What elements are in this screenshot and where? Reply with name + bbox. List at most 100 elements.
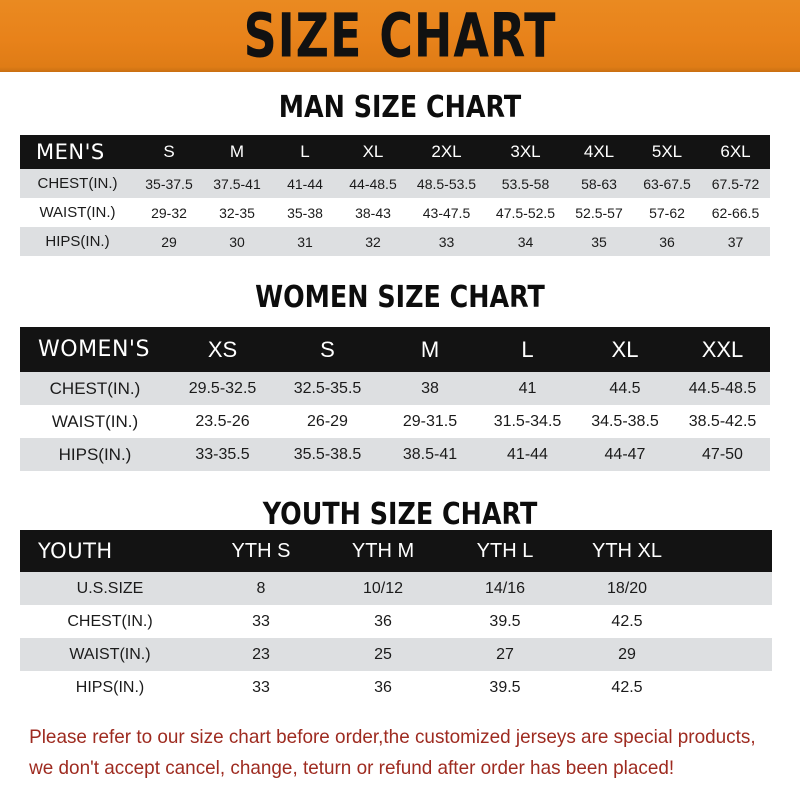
women-table-header-row: WOMEN'S XS S M L XL XXL — [20, 327, 770, 372]
youth-ussize-xl: 18/20 — [566, 572, 688, 605]
youth-row-spacer — [688, 605, 772, 638]
man-hips-5xl: 36 — [633, 227, 701, 256]
youth-waist-s: 23 — [200, 638, 322, 671]
women-section-title: WOMEN SIZE CHART — [255, 280, 545, 315]
man-chest-s: 35-37.5 — [135, 169, 203, 198]
women-waist-s: 26-29 — [275, 405, 380, 438]
women-size-col-s: S — [275, 327, 380, 372]
footer-line-2: we don't accept cancel, change, teturn o… — [29, 757, 675, 779]
youth-size-section: YOUTH SIZE CHART YOUTH YTH S YTH M YTH L… — [0, 497, 800, 704]
women-chest-m: 38 — [380, 372, 480, 405]
women-chest-xxl: 44.5-48.5 — [675, 372, 770, 405]
youth-hips-s: 33 — [200, 671, 322, 704]
women-waist-xl: 34.5-38.5 — [575, 405, 675, 438]
man-size-col-6xl: 6XL — [701, 135, 770, 169]
man-row-label-hips: HIPS(IN.) — [20, 227, 135, 256]
man-row-label-waist: WAIST(IN.) — [20, 198, 135, 227]
youth-hips-l: 39.5 — [444, 671, 566, 704]
women-size-col-xxl: XXL — [675, 327, 770, 372]
table-row: HIPS(IN.) 33 36 39.5 42.5 — [20, 671, 772, 704]
man-chest-l: 41-44 — [271, 169, 339, 198]
man-waist-3xl: 47.5-52.5 — [486, 198, 565, 227]
women-waist-xs: 23.5-26 — [170, 405, 275, 438]
footer-disclaimer: Please refer to our size chart before or… — [0, 722, 776, 784]
man-chest-4xl: 58-63 — [565, 169, 633, 198]
man-chest-xl: 44-48.5 — [339, 169, 407, 198]
man-hips-m: 30 — [203, 227, 271, 256]
women-chest-xs: 29.5-32.5 — [170, 372, 275, 405]
youth-table-header-row: YOUTH YTH S YTH M YTH L YTH XL — [20, 530, 772, 572]
man-chest-2xl: 48.5-53.5 — [407, 169, 486, 198]
women-hips-xs: 33-35.5 — [170, 438, 275, 471]
youth-waist-l: 27 — [444, 638, 566, 671]
man-waist-l: 35-38 — [271, 198, 339, 227]
women-size-col-m: M — [380, 327, 480, 372]
man-section-title: MAN SIZE CHART — [278, 90, 522, 125]
youth-section-title: YOUTH SIZE CHART — [262, 497, 538, 532]
women-chest-s: 32.5-35.5 — [275, 372, 380, 405]
man-waist-4xl: 52.5-57 — [565, 198, 633, 227]
header-banner: SIZE CHART — [0, 0, 800, 72]
youth-header-spacer — [688, 530, 772, 572]
women-row-label-chest: CHEST(IN.) — [20, 372, 170, 405]
man-table-header-row: MEN'S S M L XL 2XL 3XL 4XL 5XL 6XL — [20, 135, 770, 169]
women-hips-xl: 44-47 — [575, 438, 675, 471]
man-chest-6xl: 67.5-72 — [701, 169, 770, 198]
table-row: U.S.SIZE 8 10/12 14/16 18/20 — [20, 572, 772, 605]
women-chest-xl: 44.5 — [575, 372, 675, 405]
man-waist-m: 32-35 — [203, 198, 271, 227]
women-waist-m: 29-31.5 — [380, 405, 480, 438]
women-waist-l: 31.5-34.5 — [480, 405, 575, 438]
youth-row-label-ussize: U.S.SIZE — [20, 572, 200, 605]
man-chest-5xl: 63-67.5 — [633, 169, 701, 198]
man-size-col-4xl: 4XL — [565, 135, 633, 169]
youth-ussize-l: 14/16 — [444, 572, 566, 605]
man-hips-s: 29 — [135, 227, 203, 256]
youth-ussize-m: 10/12 — [322, 572, 444, 605]
man-hips-l: 31 — [271, 227, 339, 256]
table-row: WAIST(IN.) 29-32 32-35 35-38 38-43 43-47… — [20, 198, 770, 227]
women-size-col-xl: XL — [575, 327, 675, 372]
table-row: WAIST(IN.) 23.5-26 26-29 29-31.5 31.5-34… — [20, 405, 770, 438]
youth-row-label-chest: CHEST(IN.) — [20, 605, 200, 638]
youth-size-col-xl: YTH XL — [566, 530, 688, 572]
youth-row-label-hips: HIPS(IN.) — [20, 671, 200, 704]
women-hips-xxl: 47-50 — [675, 438, 770, 471]
youth-chest-l: 39.5 — [444, 605, 566, 638]
man-waist-xl: 38-43 — [339, 198, 407, 227]
women-row-label-waist: WAIST(IN.) — [20, 405, 170, 438]
man-hips-4xl: 35 — [565, 227, 633, 256]
table-row: HIPS(IN.) 29 30 31 32 33 34 35 36 37 — [20, 227, 770, 256]
table-row: CHEST(IN.) 33 36 39.5 42.5 — [20, 605, 772, 638]
man-size-col-2xl: 2XL — [407, 135, 486, 169]
women-hips-l: 41-44 — [480, 438, 575, 471]
page-title: SIZE CHART — [243, 0, 557, 72]
women-size-col-l: L — [480, 327, 575, 372]
man-size-col-5xl: 5XL — [633, 135, 701, 169]
man-waist-5xl: 57-62 — [633, 198, 701, 227]
man-waist-2xl: 43-47.5 — [407, 198, 486, 227]
youth-row-spacer — [688, 572, 772, 605]
youth-size-col-s: YTH S — [200, 530, 322, 572]
youth-size-col-l: YTH L — [444, 530, 566, 572]
youth-hips-xl: 42.5 — [566, 671, 688, 704]
man-hips-xl: 32 — [339, 227, 407, 256]
table-row: WAIST(IN.) 23 25 27 29 — [20, 638, 772, 671]
table-row: HIPS(IN.) 33-35.5 35.5-38.5 38.5-41 41-4… — [20, 438, 770, 471]
youth-waist-m: 25 — [322, 638, 444, 671]
youth-header-label: YOUTH — [20, 530, 200, 572]
man-size-table: MEN'S S M L XL 2XL 3XL 4XL 5XL 6XL CHEST… — [20, 135, 770, 256]
youth-hips-m: 36 — [322, 671, 444, 704]
man-hips-6xl: 37 — [701, 227, 770, 256]
footer-line-1: Please refer to our size chart before or… — [29, 726, 756, 748]
women-row-label-hips: HIPS(IN.) — [20, 438, 170, 471]
women-hips-m: 38.5-41 — [380, 438, 480, 471]
youth-ussize-s: 8 — [200, 572, 322, 605]
youth-chest-xl: 42.5 — [566, 605, 688, 638]
women-size-table: WOMEN'S XS S M L XL XXL CHEST(IN.) 29.5-… — [20, 327, 770, 471]
man-size-col-s: S — [135, 135, 203, 169]
women-size-section: WOMEN SIZE CHART WOMEN'S XS S M L XL XXL… — [0, 280, 800, 471]
man-chest-3xl: 53.5-58 — [486, 169, 565, 198]
women-waist-xxl: 38.5-42.5 — [675, 405, 770, 438]
man-hips-2xl: 33 — [407, 227, 486, 256]
